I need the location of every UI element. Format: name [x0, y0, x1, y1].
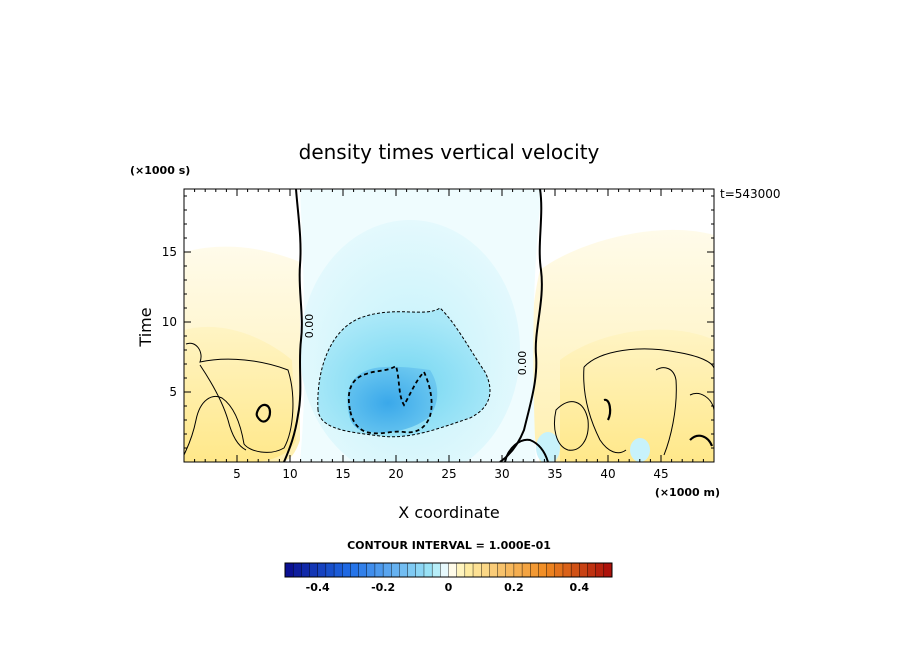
x-axis-label: X coordinate: [398, 503, 499, 522]
colorbar-step: [415, 562, 425, 578]
colorbar-step: [546, 562, 556, 578]
colorbar-step: [554, 562, 564, 578]
colorbar-step: [595, 562, 605, 578]
contour-left-positive: [184, 342, 294, 456]
colorbar-ticks: -0.4 -0.2 0 0.2 0.4: [306, 581, 590, 594]
colorbar-step: [570, 562, 580, 578]
colorbar-tick-label: 0.4: [570, 581, 590, 594]
colorbar-step: [342, 562, 351, 578]
negative-region-core: [347, 366, 438, 433]
colorbar-step: [513, 562, 523, 578]
colorbar-step: [505, 562, 515, 578]
contour-right-positive: [583, 348, 714, 369]
colorbar-step: [464, 562, 474, 578]
positive-region-left-inner: [184, 326, 296, 462]
colorbar-step: [301, 562, 311, 578]
x-tick-label: 5: [233, 467, 241, 481]
colorbar-step: [333, 562, 343, 578]
colorbar-step: [562, 562, 572, 578]
colorbar-step: [350, 562, 360, 578]
colorbar-step: [358, 562, 368, 578]
colorbar-step: [521, 562, 531, 578]
x-tick-label: 35: [547, 467, 562, 481]
colorbar-step: [423, 562, 433, 578]
colorbar-step: [603, 562, 613, 578]
positive-region-right-inner: [560, 329, 714, 462]
colorbar-step: [431, 562, 441, 578]
y-tick-label: 15: [162, 245, 177, 259]
x-unit-label: (×1000 m): [655, 486, 720, 499]
x-tick-label: 40: [600, 467, 615, 481]
colorbar-step: [481, 562, 490, 578]
colorbar-step: [472, 562, 482, 578]
zero-contour-left: [283, 189, 303, 462]
contour-label-right: 0.00: [516, 351, 529, 376]
y-axis-label: Time: [136, 307, 155, 347]
colorbar-step: [489, 562, 499, 578]
contour-label-left: 0.00: [303, 314, 316, 339]
y-tick-label: 5: [169, 385, 177, 399]
colorbar-step: [407, 562, 417, 578]
colorbar-tick-label: 0.2: [504, 581, 524, 594]
colorbar-step: [440, 562, 450, 578]
time-stamp: t=543000: [720, 187, 781, 201]
colorbar-step: [292, 562, 302, 578]
x-tick-label: 25: [441, 467, 456, 481]
x-tick-label: 15: [335, 467, 350, 481]
y-axis-ticks: 5 10 15: [162, 195, 714, 449]
colorbar-frame: [284, 562, 613, 578]
chart-title: density times vertical velocity: [299, 140, 600, 164]
colorbar-step: [399, 562, 409, 578]
y-tick-label: 10: [162, 315, 177, 329]
colorbar-step: [374, 562, 384, 578]
colorbar-step: [448, 562, 458, 578]
x-tick-label: 20: [388, 467, 403, 481]
colorbar-step: [284, 562, 294, 578]
colorbar-step: [587, 562, 597, 578]
colorbar-step: [366, 562, 376, 578]
colorbar-step: [391, 562, 400, 578]
colorbar-step: [456, 562, 466, 578]
colorbar-step: [325, 562, 335, 578]
colorbar: [284, 562, 613, 578]
colorbar-tick-label: 0: [445, 581, 453, 594]
colorbar-step: [538, 562, 548, 578]
colorbar-step: [382, 562, 392, 578]
y-unit-label: (×1000 s): [130, 164, 190, 177]
colorbar-step: [309, 562, 319, 578]
colorbar-step: [579, 562, 588, 578]
x-tick-label: 30: [494, 467, 509, 481]
colorbar-tick-label: -0.2: [371, 581, 395, 594]
colorbar-step: [497, 562, 507, 578]
x-tick-label: 45: [653, 467, 668, 481]
contour-negative-dashed: [317, 307, 491, 438]
zero-contour-right: [499, 189, 543, 462]
contour-field: [184, 189, 714, 462]
colorbar-step: [530, 562, 539, 578]
x-axis-ticks: 5 10 15 20 25 30 35 40 45: [194, 189, 704, 481]
colorbar-tick-label: -0.4: [306, 581, 330, 594]
x-tick-label: 10: [282, 467, 297, 481]
contour-interval-text: CONTOUR INTERVAL = 1.000E-01: [347, 539, 551, 552]
contour-left-peak: [255, 403, 272, 423]
colorbar-step: [317, 562, 327, 578]
